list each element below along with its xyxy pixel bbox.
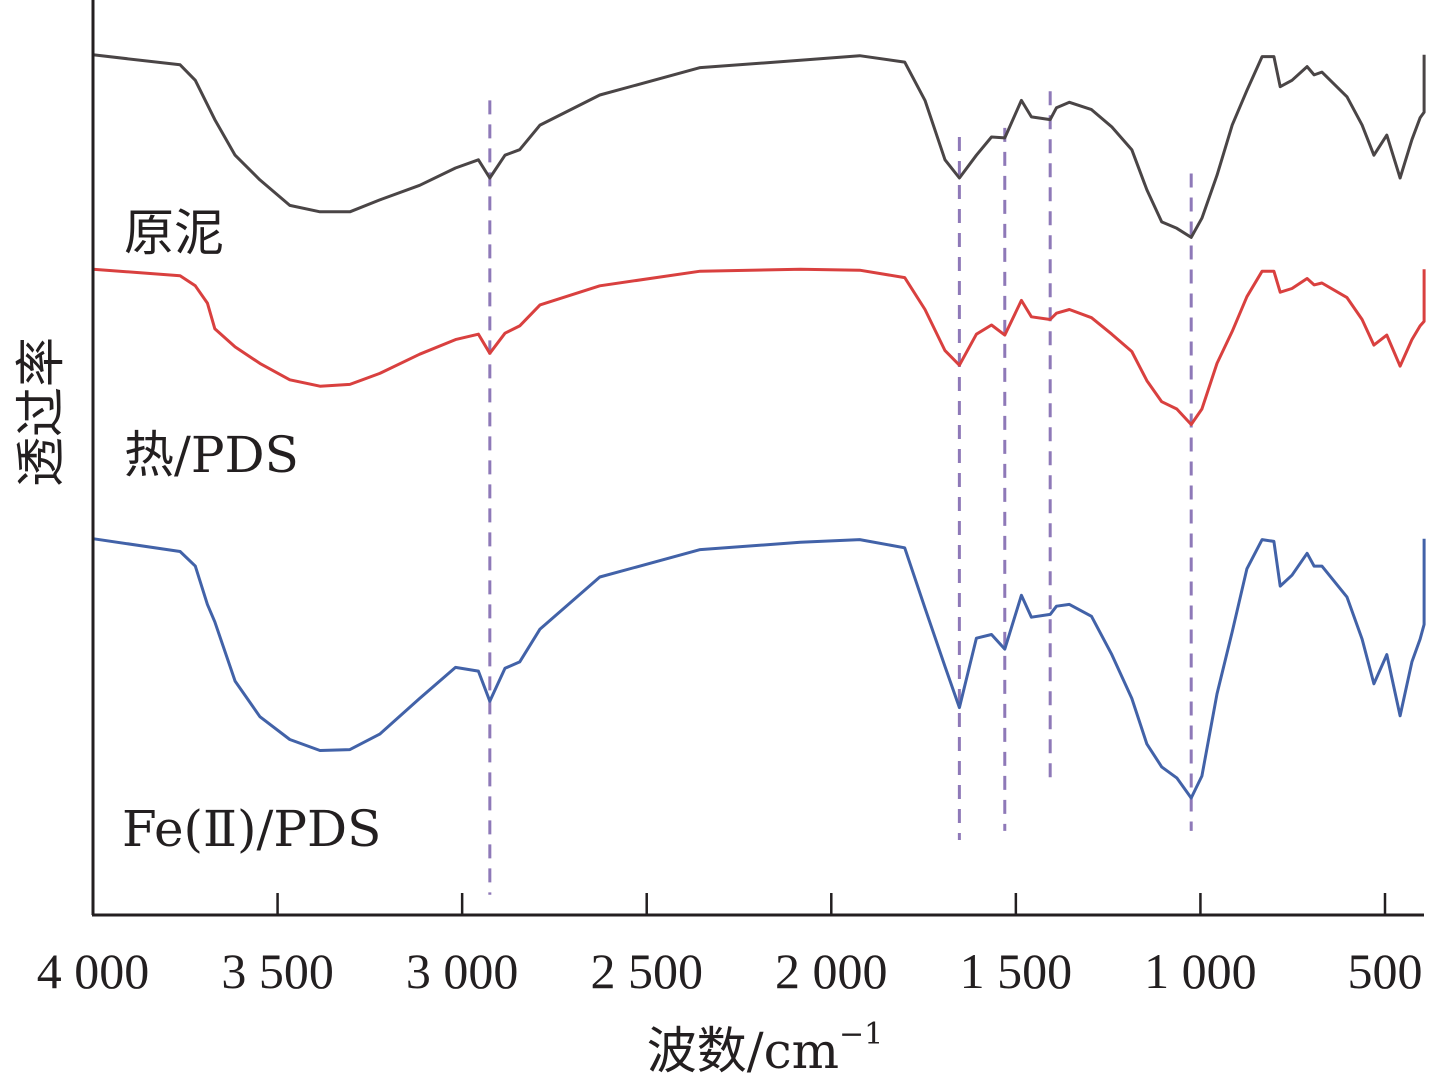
x-axis-title: 波数/cm−1 <box>647 1017 884 1080</box>
x-axis-tick-labels: 4 000 3 500 3 000 2 500 2 000 1 500 1 000 500 <box>37 943 1423 999</box>
series-label-fe-pds: Fe(Ⅱ)/PDS <box>122 800 381 858</box>
x-tick-label-2500: 2 500 <box>590 943 703 999</box>
series-line-2 <box>92 537 1426 800</box>
x-axis-title-superscript: −1 <box>839 1017 883 1052</box>
x-axis-ticks <box>91 893 1387 915</box>
series-lines <box>92 53 1426 800</box>
series-label-raw-sludge: 原泥 <box>124 204 224 262</box>
x-tick-label-500: 500 <box>1348 943 1423 999</box>
x-tick-label-3000: 3 000 <box>406 943 519 999</box>
x-tick-label-1500: 1 500 <box>960 943 1073 999</box>
x-tick-label-4000: 4 000 <box>37 943 150 999</box>
reference-lines <box>488 91 1193 895</box>
x-tick-label-1000: 1 000 <box>1144 943 1257 999</box>
y-axis-title: 透过率 <box>12 337 70 487</box>
x-tick-label-3500: 3 500 <box>221 943 334 999</box>
x-tick-label-2000: 2 000 <box>775 943 888 999</box>
series-line-0 <box>92 53 1426 239</box>
series-label-heat-pds: 热/PDS <box>124 426 299 484</box>
x-axis-title-main: 波数/cm <box>647 1022 839 1080</box>
series-line-1 <box>92 267 1426 426</box>
